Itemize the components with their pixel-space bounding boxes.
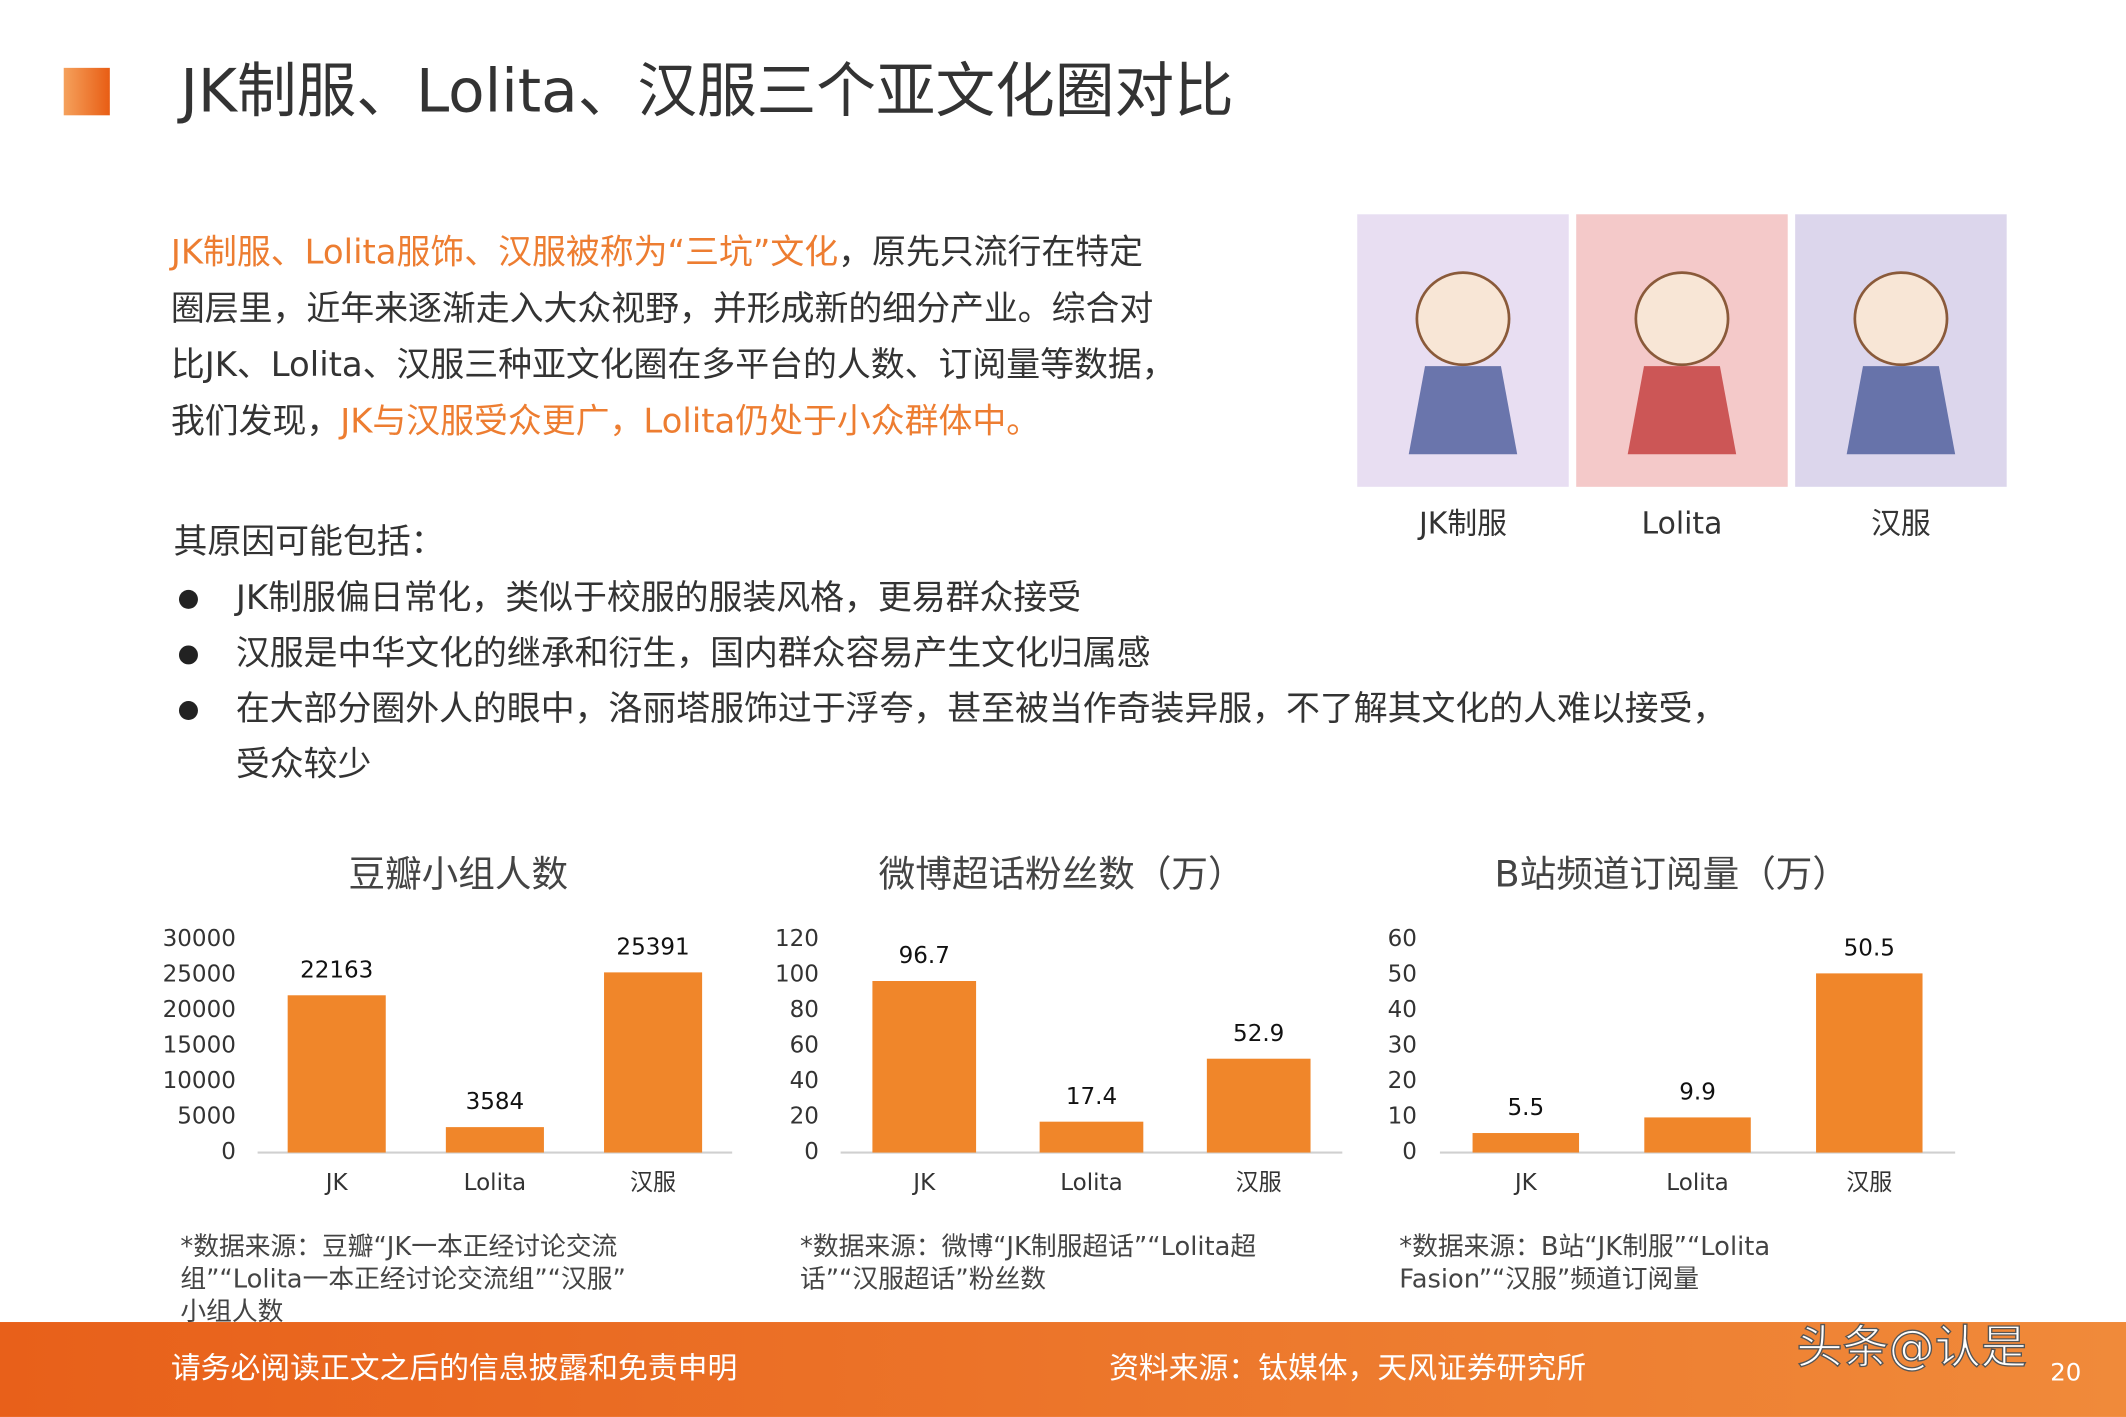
figure-head: [1853, 271, 1949, 367]
header-icon: [63, 67, 110, 116]
reasons-title: 其原因可能包括：: [174, 522, 445, 561]
disclaimer: 请务必阅读正文之后的信息披露和免责申明: [171, 1351, 737, 1386]
y-tick-label: 5000: [177, 1104, 236, 1130]
y-tick-label: 20: [1388, 1068, 1417, 1094]
bar: [1644, 1117, 1751, 1153]
value-label: 9.9: [1679, 1080, 1716, 1106]
intro-run: ，原先只流行在特定: [838, 232, 1143, 271]
value-label: 22163: [300, 957, 373, 983]
x-tick-label: Lolita: [464, 1170, 526, 1196]
value-label: 52.9: [1233, 1021, 1284, 1047]
y-tick-label: 50: [1388, 962, 1417, 988]
bullet-text: 在大部分圈外人的眼中，洛丽塔服饰过于浮夸，甚至被当作奇装异服，不了解其文化的人难…: [236, 689, 1726, 728]
intro-line: 圈层里，近年来逐渐走入大众视野，并形成新的细分产业。综合对: [171, 288, 1153, 327]
y-tick-label: 120: [775, 926, 819, 952]
intro-run: 我们发现，: [171, 401, 340, 440]
y-tick-label: 15000: [163, 1033, 236, 1059]
bar: [1472, 1133, 1580, 1153]
chart-title: B站频道订阅量（万）: [1495, 852, 1849, 895]
chart-title: 豆瓣小组人数: [349, 852, 569, 895]
title: JK制服、Lolita、汉服三个亚文化圈对比: [176, 58, 1233, 127]
value-label: 50.5: [1844, 935, 1895, 961]
x-tick-label: 汉服: [1846, 1170, 1892, 1196]
intro-line: 比JK、Lolita、汉服三种亚文化圈在多平台的人数、订阅量等数据，: [171, 345, 1176, 384]
page-number: 20: [2050, 1358, 2081, 1387]
bar: [1816, 973, 1923, 1153]
intro-line: JK制服、Lolita服饰、汉服被称为“三坑”文化，原先只流行在特定: [169, 232, 1143, 271]
intro-line: 我们发现，JK与汉服受众更广，Lolita仍处于小众群体中。: [171, 401, 1040, 440]
bar: [287, 995, 386, 1153]
value-label: 25391: [616, 934, 689, 960]
source-note: *数据来源：豆瓣“JK一本正经讨论交流: [180, 1232, 617, 1262]
image-label: Lolita: [1642, 506, 1723, 541]
source: 资料来源：钛媒体，天风证券研究所: [1109, 1351, 1586, 1386]
bar: [1039, 1121, 1144, 1153]
value-label: 17.4: [1066, 1084, 1117, 1110]
x-tick-label: 汉服: [1236, 1170, 1282, 1196]
figure-body: [1627, 366, 1737, 455]
intro-run: 比JK、Lolita、汉服三种亚文化圈在多平台的人数、订阅量等数据，: [171, 345, 1176, 384]
y-tick-label: 10: [1388, 1104, 1417, 1130]
x-tick-label: Lolita: [1666, 1170, 1728, 1196]
bullet-text: 受众较少: [236, 745, 372, 784]
y-tick-label: 0: [1402, 1139, 1417, 1165]
bullet-text: 汉服是中华文化的继承和衍生，国内群众容易产生文化归属感: [236, 633, 1151, 672]
source-note: Fasion”“汉服”频道订阅量: [1399, 1264, 1699, 1294]
source-note: *数据来源：B站“JK制服”“Lolita: [1399, 1232, 1770, 1262]
value-label: 5.5: [1507, 1095, 1544, 1121]
y-tick-label: 10000: [163, 1068, 236, 1094]
x-tick-label: JK: [1513, 1170, 1538, 1196]
chart-title: 微博超话粉丝数（万）: [879, 852, 1245, 895]
watermark: 头条@认是: [1797, 1320, 2027, 1374]
y-tick-label: 20000: [163, 997, 236, 1023]
y-tick-label: 40: [1388, 997, 1417, 1023]
y-tick-label: 20: [790, 1104, 819, 1130]
bullet-dot: [178, 645, 198, 665]
x-tick-label: Lolita: [1060, 1170, 1122, 1196]
y-tick-label: 30: [1388, 1033, 1417, 1059]
x-tick-label: JK: [324, 1170, 349, 1196]
figure-head: [1634, 271, 1730, 367]
footer-band: [0, 1322, 2126, 1417]
image-label: JK制服: [1417, 506, 1507, 541]
x-tick-label: 汉服: [630, 1170, 676, 1196]
y-tick-label: 60: [790, 1033, 819, 1059]
y-tick-label: 60: [1388, 926, 1417, 952]
y-tick-label: 30000: [163, 926, 236, 952]
figure-body: [1408, 366, 1518, 455]
bar: [872, 981, 977, 1153]
y-tick-label: 40: [790, 1068, 819, 1094]
y-tick-label: 0: [804, 1139, 819, 1165]
y-tick-label: 100: [775, 962, 819, 988]
figure-body: [1846, 366, 1956, 455]
intro-run: 圈层里，近年来逐渐走入大众视野，并形成新的细分产业。综合对: [171, 288, 1153, 327]
image-label: 汉服: [1871, 506, 1931, 541]
y-tick-label: 25000: [163, 962, 236, 988]
bar: [604, 972, 703, 1153]
value-label: 96.7: [899, 943, 950, 969]
x-tick-label: JK: [911, 1170, 936, 1196]
figure-head: [1415, 271, 1511, 367]
value-label: 3584: [466, 1089, 525, 1115]
bar: [1206, 1058, 1311, 1153]
intro-run: JK与汉服受众更广，Lolita仍处于小众群体中。: [338, 401, 1040, 440]
source-note: 话”“汉服超话”粉丝数: [800, 1264, 1046, 1294]
intro-run: JK制服、Lolita服饰、汉服被称为“三坑”文化: [169, 232, 838, 271]
bullet-dot: [178, 589, 198, 609]
source-note: 小组人数: [180, 1297, 283, 1327]
source-note: *数据来源：微博“JK制服超话”“Lolita超: [800, 1232, 1256, 1262]
bullet-text: JK制服偏日常化，类似于校服的服装风格，更易群众接受: [234, 578, 1081, 617]
bullet-dot: [178, 701, 198, 721]
y-tick-label: 0: [221, 1139, 236, 1165]
source-note: 组”“Lolita一本正经讨论交流组”“汉服”: [180, 1264, 626, 1294]
y-tick-label: 80: [790, 997, 819, 1023]
bar: [445, 1127, 544, 1153]
